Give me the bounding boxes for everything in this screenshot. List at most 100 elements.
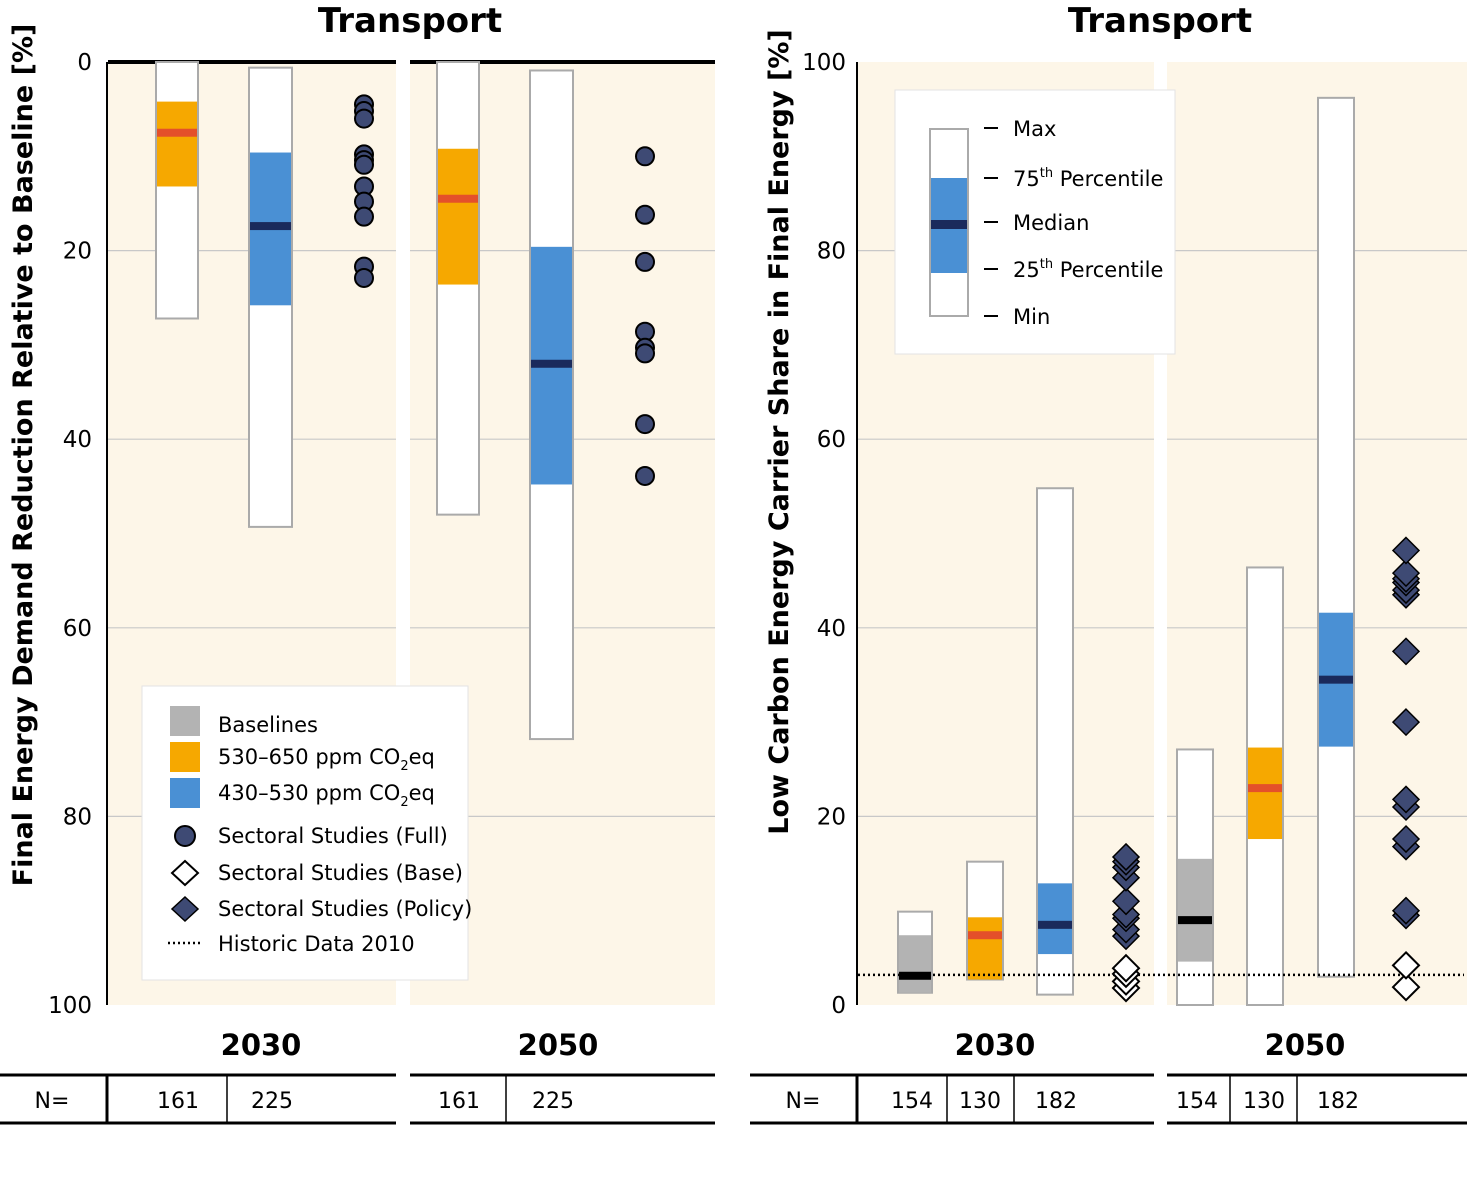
right-n-value: 182 (1035, 1089, 1077, 1114)
right-chart-title: Transport (1068, 1, 1252, 41)
left-sectoral-full-point (635, 251, 655, 272)
left-y-tick-label: 60 (63, 616, 92, 642)
right-n-value: 130 (959, 1089, 1001, 1114)
right-box-median (1319, 675, 1353, 684)
left-sectoral-full-point (354, 154, 374, 175)
legend-label-baselines: Baselines (218, 713, 318, 737)
right-n-value: 182 (1317, 1089, 1359, 1114)
legend-label-historic: Historic Data 2010 (218, 932, 415, 956)
right-sectoral-policy-point (1111, 887, 1141, 916)
left-n-value: 161 (157, 1089, 199, 1114)
legend-swatch-orange (170, 742, 200, 772)
left-box-range (155, 61, 199, 320)
right-sectoral-base-point (1111, 953, 1141, 983)
right-box-iqr (899, 935, 931, 993)
left-y-axis-label: Final Energy Demand Reduction Relative t… (8, 24, 39, 887)
left-box-range (436, 61, 480, 516)
right-y-tick-label: 40 (817, 616, 846, 642)
right-sectoral-policy-point (1111, 842, 1141, 872)
left-n-label: N= (35, 1089, 70, 1114)
right-box-iqr (1248, 747, 1282, 840)
right-year-2050: 2050 (1265, 1028, 1346, 1062)
left-sectoral-full-point (635, 343, 655, 364)
right-markers (1111, 536, 1421, 1003)
left-chart-title: Transport (318, 1, 502, 41)
right-n-value: 154 (1176, 1089, 1218, 1114)
right-box-iqr (968, 917, 1002, 980)
right-sectoral-policy-point (1391, 896, 1421, 925)
legend-open-diamond-icon (170, 859, 200, 887)
left-year-2030: 2030 (221, 1028, 302, 1062)
right-box-iqr (1038, 883, 1072, 955)
right-box-median (1178, 916, 1212, 925)
left-sectoral-full-point (354, 267, 374, 288)
right-sectoral-base-point (1391, 972, 1421, 1002)
left-y-tick-label: 40 (63, 427, 92, 453)
left-y-tick-label: 0 (77, 50, 92, 76)
key-label-p75: 75th Percentile (1013, 166, 1163, 191)
legend-swatch-baselines (170, 706, 200, 736)
left-box-median (250, 222, 291, 231)
left-n-value: 225 (532, 1089, 574, 1114)
right-box-iqr (1178, 858, 1212, 962)
right-y-tick-label: 0 (831, 993, 846, 1019)
legend-label-policy: Sectoral Studies (Policy) (218, 897, 472, 921)
left-box-iqr (438, 148, 478, 285)
right-sectoral-policy-point (1391, 708, 1421, 737)
legend-label-base: Sectoral Studies (Base) (218, 861, 463, 885)
legend-circle-marker-icon (174, 825, 196, 847)
legend-swatch-blue (170, 778, 200, 808)
left-y-tick-label: 20 (63, 239, 92, 265)
left-boxes (155, 61, 574, 741)
left-chart: 0 20 40 60 80 100 Transport Final Energy Dema… (0, 1, 715, 1125)
right-y-tick-label: 100 (802, 50, 846, 76)
right-y-tick-labels: 0 20 40 60 80 100 (802, 50, 846, 1019)
right-chart: 0 20 40 60 80 100 Transport Low Carbon Energy… (750, 1, 1467, 1125)
left-sectoral-full-point (635, 465, 655, 486)
right-sectoral-base-point (1391, 950, 1421, 980)
right-y-tick-label: 60 (817, 427, 846, 453)
main-legend: Baselines 530–650 ppm CO2eq 430–530 ppm … (141, 685, 472, 981)
right-y-tick-label: 20 (817, 804, 846, 830)
right-y-axis-label: Low Carbon Energy Carrier Share in Final… (764, 29, 795, 834)
right-sectoral-policy-point (1391, 785, 1421, 814)
box-key-legend: Max 75th Percentile Median 25th Percenti… (894, 89, 1176, 355)
legend-label-blue: 430–530 ppm CO2eq (218, 781, 435, 810)
legend-label-full: Sectoral Studies (Full) (218, 824, 448, 848)
right-sectoral-policy-point (1391, 536, 1421, 565)
key-label-max: Max (1013, 117, 1056, 141)
left-y-tick-label: 80 (63, 804, 92, 830)
left-y-tick-label: 100 (48, 993, 92, 1019)
legend-filled-diamond-icon (170, 895, 200, 923)
right-box-range (1317, 96, 1355, 978)
left-sectoral-full-point (635, 414, 655, 435)
key-label-min: Min (1013, 305, 1050, 329)
key-label-p25: 25th Percentile (1013, 257, 1163, 282)
left-sectoral-full-point (354, 206, 374, 227)
right-box-median (1038, 920, 1072, 929)
left-box-iqr (157, 101, 197, 187)
left-n-value: 225 (251, 1089, 293, 1114)
right-sectoral-policy-point (1391, 637, 1421, 666)
left-sectoral-full-point (635, 204, 655, 225)
key-label-median: Median (1013, 211, 1089, 235)
right-box-median (1248, 784, 1282, 793)
right-n-label: N= (786, 1089, 821, 1114)
left-box-median (157, 128, 197, 137)
legend-label-orange: 530–650 ppm CO2eq (218, 745, 435, 774)
right-n-value: 130 (1243, 1089, 1285, 1114)
left-y-tick-labels: 0 20 40 60 80 100 (48, 50, 92, 1019)
left-markers (354, 94, 655, 486)
right-sectoral-policy-point (1391, 559, 1421, 588)
left-box-median (438, 194, 478, 203)
right-box-median (968, 931, 1002, 940)
left-n-value: 161 (438, 1089, 480, 1114)
left-sectoral-full-point (354, 108, 374, 129)
right-n-value: 154 (891, 1089, 933, 1114)
right-year-2030: 2030 (955, 1028, 1036, 1062)
right-sectoral-policy-point (1391, 824, 1421, 854)
right-y-tick-label: 80 (817, 239, 846, 265)
left-year-2050: 2050 (518, 1028, 599, 1062)
key-box-median (931, 220, 967, 229)
right-boxes (897, 96, 1355, 1007)
